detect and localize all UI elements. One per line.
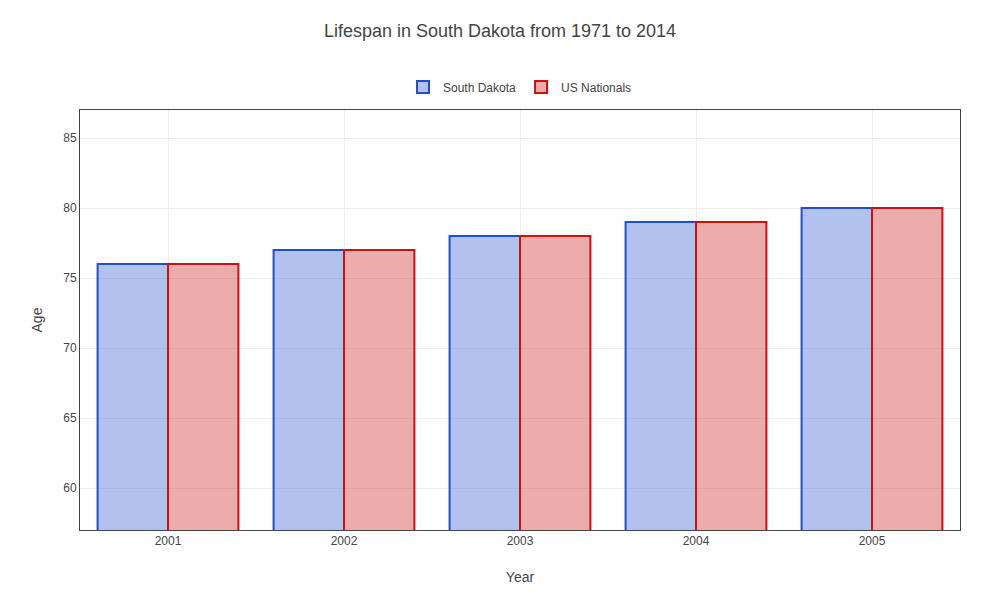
svg-text:South Dakota: South Dakota xyxy=(443,81,516,95)
svg-text:75: 75 xyxy=(63,271,77,285)
svg-text:85: 85 xyxy=(63,131,77,145)
svg-text:2002: 2002 xyxy=(331,534,358,548)
svg-text:70: 70 xyxy=(63,341,77,355)
svg-text:Lifespan in South Dakota from: Lifespan in South Dakota from 1971 to 20… xyxy=(324,21,676,41)
svg-text:2004: 2004 xyxy=(683,534,710,548)
svg-text:60: 60 xyxy=(63,481,77,495)
svg-text:2003: 2003 xyxy=(507,534,534,548)
svg-text:2001: 2001 xyxy=(155,534,182,548)
svg-text:US Nationals: US Nationals xyxy=(561,81,631,95)
svg-text:2005: 2005 xyxy=(859,534,886,548)
svg-text:Age: Age xyxy=(29,307,45,332)
svg-text:80: 80 xyxy=(63,201,77,215)
svg-text:65: 65 xyxy=(63,411,77,425)
svg-text:Year: Year xyxy=(506,569,535,585)
